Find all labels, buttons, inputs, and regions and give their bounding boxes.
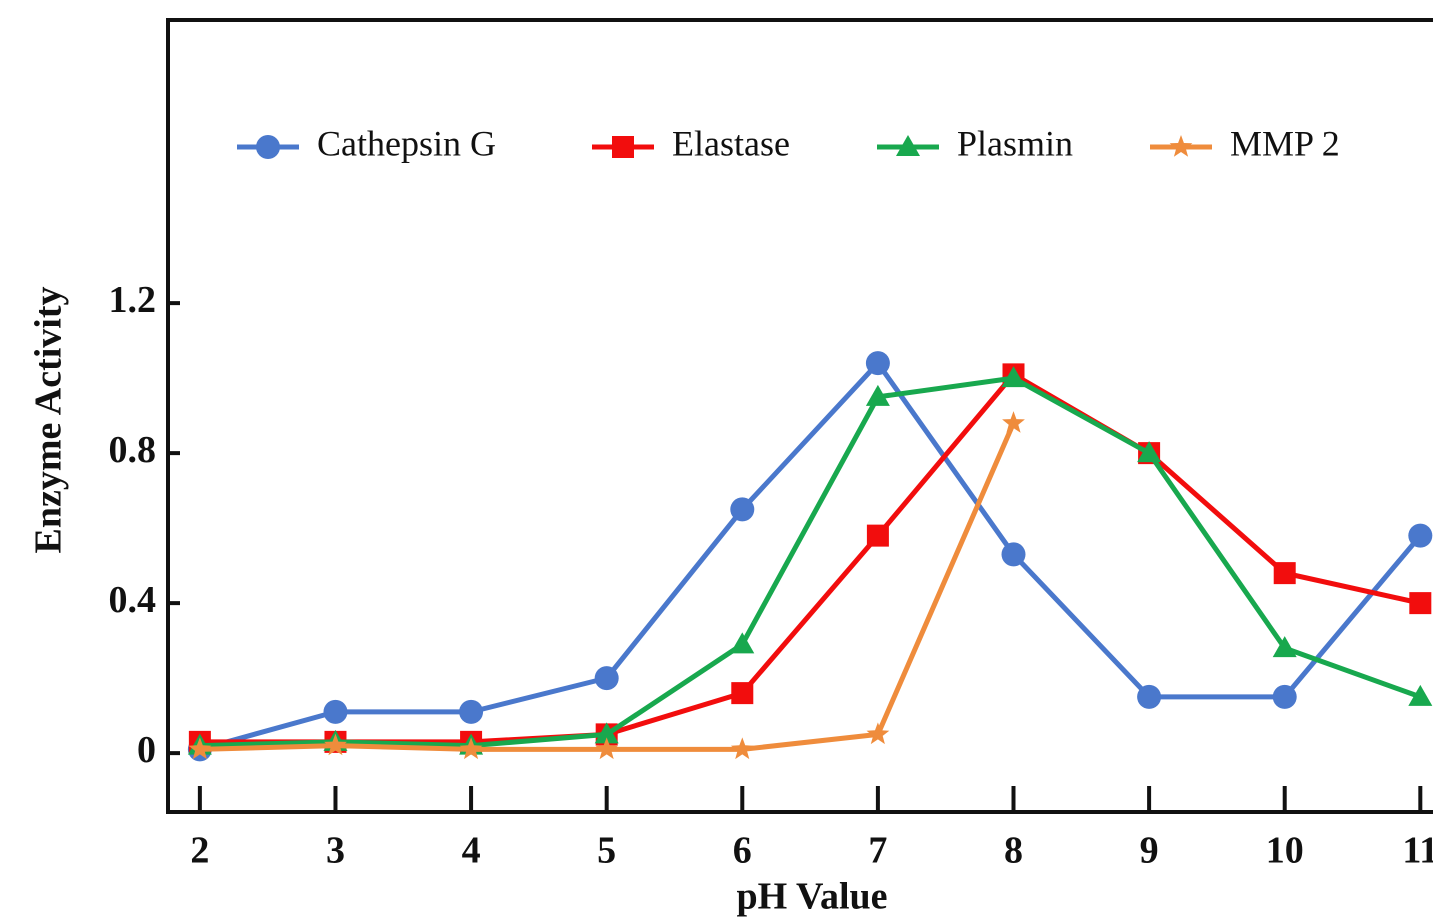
- plot-frame: [166, 18, 1433, 814]
- marker: [256, 135, 280, 159]
- marker: [1169, 135, 1193, 157]
- marker: [594, 722, 619, 744]
- x-tick-label: 7: [868, 830, 887, 872]
- y-tick-label: 0.4: [109, 579, 157, 621]
- legend-label: Cathepsin G: [317, 123, 496, 163]
- legend-label: MMP 2: [1230, 123, 1340, 163]
- marker: [459, 699, 484, 724]
- marker: [1137, 441, 1162, 463]
- x-tick-label: 5: [597, 830, 616, 872]
- series-line: [199, 422, 1016, 752]
- legend-label: Plasmin: [957, 123, 1073, 163]
- marker: [1137, 684, 1162, 709]
- x-tick-label: 3: [326, 830, 345, 872]
- marker: [866, 722, 890, 745]
- x-tick-label: 8: [1004, 830, 1023, 872]
- marker: [188, 737, 212, 760]
- marker: [730, 632, 755, 654]
- marker: [1408, 523, 1433, 548]
- marker: [865, 384, 890, 406]
- marker: [1001, 542, 1026, 567]
- series-line: [199, 371, 1421, 745]
- x-tick-label: 11: [1402, 830, 1433, 872]
- marker: [1273, 562, 1296, 585]
- y-tick-label: 0: [137, 729, 156, 771]
- x-tick-label: 6: [733, 830, 752, 872]
- marker: [730, 497, 755, 522]
- legend-label: Elastase: [672, 123, 790, 163]
- marker: [731, 682, 754, 705]
- marker: [612, 136, 634, 158]
- marker: [323, 699, 348, 724]
- marker: [1272, 684, 1297, 709]
- x-tick-label: 10: [1266, 830, 1304, 872]
- y-tick-label: 1.2: [109, 279, 157, 321]
- y-tick-label: 0.8: [109, 429, 157, 471]
- marker: [1409, 592, 1432, 615]
- marker: [1001, 366, 1026, 388]
- marker: [730, 737, 754, 760]
- series-line: [199, 360, 1423, 752]
- x-tick-label: 9: [1140, 830, 1159, 872]
- marker: [324, 733, 347, 756]
- marker: [594, 666, 619, 691]
- marker: [1408, 684, 1433, 706]
- x-axis-title: pH Value: [736, 876, 887, 918]
- marker: [1272, 636, 1297, 658]
- series-line: [199, 375, 1422, 749]
- y-axis-title: Enzyme Activity: [28, 286, 70, 553]
- x-tick-label: 4: [462, 830, 481, 872]
- marker: [595, 737, 619, 760]
- marker: [866, 524, 889, 547]
- marker: [1002, 411, 1025, 433]
- x-tick-label: 2: [190, 830, 209, 872]
- marker: [865, 351, 890, 376]
- marker: [896, 135, 920, 156]
- marker: [459, 737, 483, 760]
